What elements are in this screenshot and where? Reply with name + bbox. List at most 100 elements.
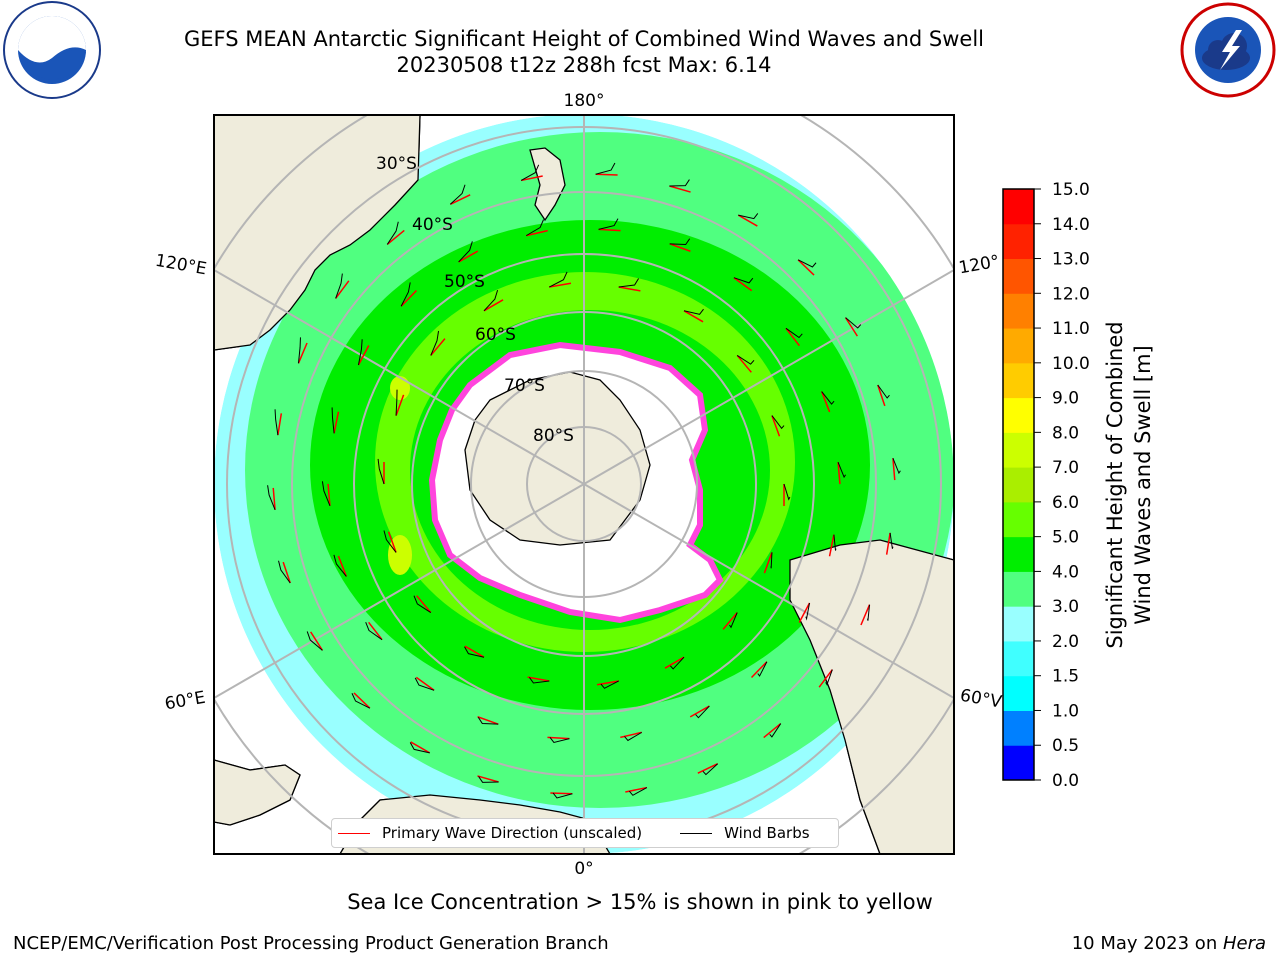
wave-arrow (763, 552, 773, 574)
colorbar-segment (1003, 189, 1034, 225)
wind-barb (335, 273, 343, 299)
lat-label-40s: 40°S (412, 215, 453, 235)
wind-barb (598, 218, 619, 230)
wave-arrow (549, 282, 572, 288)
wind-barb (267, 485, 276, 510)
wave-arrow (368, 621, 383, 641)
wave-arrow (272, 487, 276, 510)
colorbar-tick-label: 7.0 (1052, 458, 1079, 478)
lon-label-60e: 60°E (163, 688, 207, 715)
wind-barb (618, 278, 639, 288)
wave-arrow (596, 680, 619, 686)
graticule (214, 115, 954, 854)
colorbar-tick-label: 1.5 (1052, 667, 1079, 687)
wind-barb (797, 259, 817, 268)
noaa-logo: NOAA (3, 1, 101, 99)
lon-label-60w: 60°V (959, 686, 1004, 713)
colorbar-tick-label: 0.5 (1052, 736, 1079, 756)
wave-arrow (400, 289, 418, 307)
wave-arrow (625, 786, 648, 793)
wind-barb (757, 661, 768, 677)
wave-arrow (669, 243, 691, 252)
wind-barb (458, 241, 473, 263)
wind-barb (351, 693, 371, 709)
wind-barb (395, 389, 398, 416)
wind-barb (867, 604, 871, 621)
wind-barb (331, 407, 335, 434)
wind-barb (333, 554, 347, 577)
wave-arrow (669, 185, 691, 193)
wind-barb (357, 339, 363, 366)
lat-label-50s: 50°S (444, 272, 485, 292)
colorbar-segment (1003, 571, 1034, 607)
wind-barb (600, 680, 619, 689)
wind-barb (669, 238, 691, 246)
colorbar-segment (1003, 606, 1034, 642)
wind-barb (624, 731, 642, 742)
noaa-logo-text: NOAA (30, 24, 75, 40)
wave-arrow (310, 631, 324, 651)
wave-arrow (844, 317, 858, 337)
wind-barb (771, 415, 785, 430)
wind-barb (464, 646, 485, 658)
wind-barb (845, 317, 862, 329)
colorbar-tick-label: 15.0 (1052, 180, 1090, 200)
map-frame (213, 114, 955, 855)
wave-arrow (327, 483, 331, 506)
wave-legend-label: Primary Wave Direction (unscaled) (382, 824, 643, 842)
wind-barb (477, 717, 499, 725)
wave-arrow (477, 775, 499, 783)
colorbar-tick-label: 5.0 (1052, 528, 1079, 548)
wind-barb (413, 595, 432, 613)
lat-label-30s: 30°S (376, 154, 417, 174)
wave-arrow (785, 327, 800, 347)
wind-barb (365, 621, 383, 641)
colorbar-segment (1003, 710, 1034, 746)
colorbar-tick-label: 6.0 (1052, 493, 1079, 513)
wave-arrow (353, 692, 371, 709)
wave-arrow (450, 194, 471, 205)
colorbar-tick-label: 8.0 (1052, 423, 1079, 443)
wind-barb (770, 552, 773, 569)
lat-label-60s: 60°S (475, 325, 516, 345)
colorbar-segment (1003, 258, 1034, 294)
wind-barb (526, 219, 544, 237)
host-name: Hera (1222, 933, 1266, 954)
colorbar-tick-label: 0.0 (1052, 771, 1079, 791)
wind-barb (821, 391, 835, 405)
wave-arrow (526, 229, 548, 237)
wind-barb (386, 221, 399, 245)
wave-arrow (750, 661, 768, 679)
lon-label-0: 0° (574, 859, 593, 879)
colorbar-tick-label: 13.0 (1052, 250, 1090, 270)
wind-barb (520, 164, 540, 181)
wind-barb (321, 481, 331, 506)
wave-arrow (357, 345, 370, 366)
wave-arrow (458, 250, 479, 263)
wave-arrow (415, 676, 435, 691)
legend: Primary Wave Direction (unscaled) Wind B… (331, 818, 839, 848)
wind-barb (595, 162, 616, 175)
colorbar-tick-label: 9.0 (1052, 389, 1079, 409)
wave-arrow (337, 555, 348, 577)
wave-arrow (282, 561, 291, 584)
wave-arrow (595, 173, 618, 176)
wind-barb (529, 677, 550, 684)
wind-barb (552, 792, 573, 799)
wind-barb (785, 327, 803, 339)
wave-arrow (387, 531, 397, 553)
wave-arrow (277, 413, 283, 436)
wind-barb (892, 458, 901, 475)
wave-arrow (837, 462, 841, 485)
colorbar-segment (1003, 362, 1034, 399)
wind-barb (805, 602, 811, 621)
colorbar-tick-label: 2.0 (1052, 632, 1079, 652)
colorbar-segment (1003, 675, 1034, 711)
wave-arrow (697, 763, 718, 774)
wave-arrow (527, 676, 550, 682)
colorbar-segment (1003, 467, 1034, 503)
wind-barb (733, 277, 754, 284)
wind-barb (769, 723, 782, 738)
wave-arrow (618, 286, 641, 292)
